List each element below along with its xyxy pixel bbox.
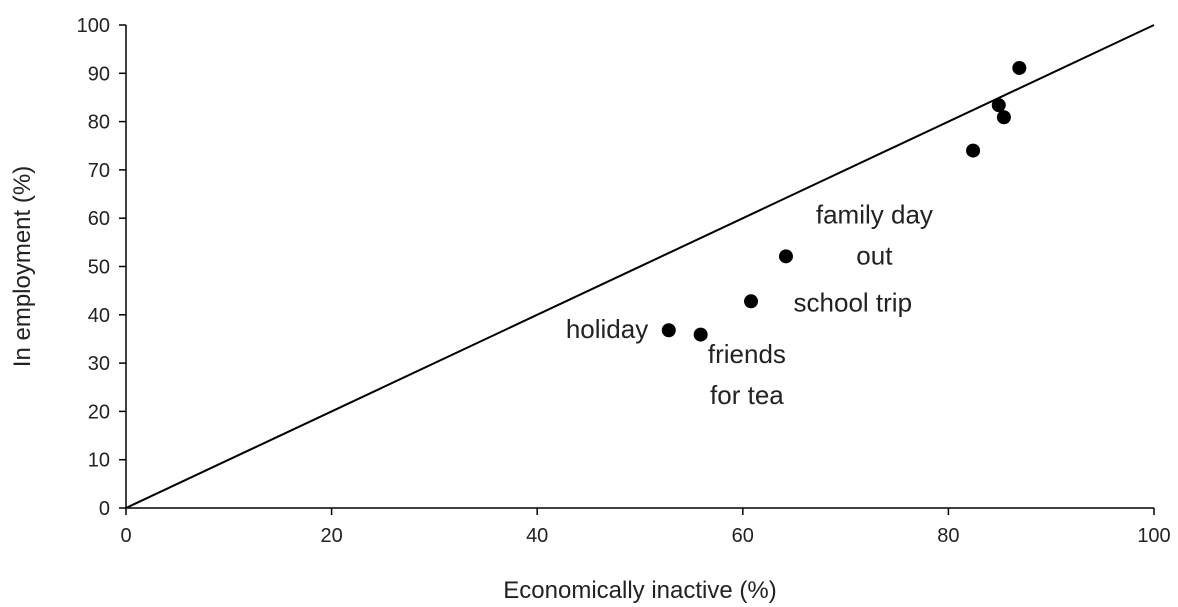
data-point (1012, 60, 1027, 75)
reference-line (125, 24, 1155, 509)
x-tick-label: 0 (120, 525, 131, 547)
data-point (996, 110, 1011, 125)
point-annotation: friends for tea (708, 339, 786, 410)
data-point (693, 327, 708, 342)
y-tick-label: 40 (88, 305, 110, 327)
x-tick-label: 80 (937, 525, 959, 547)
y-tick-label: 100 (77, 15, 110, 37)
y-axis-title: In employment (%) (9, 166, 36, 367)
x-tick-label: 20 (320, 525, 342, 547)
y-tick-label: 70 (88, 160, 110, 182)
annotation-line: holiday (566, 314, 648, 344)
data-point (744, 294, 759, 309)
x-tick-label: 40 (526, 525, 548, 547)
annotation-line: out (856, 241, 893, 271)
y-tick-label: 80 (88, 112, 110, 134)
x-axis-title: Economically inactive (%) (503, 577, 776, 604)
annotation-line: school trip (794, 287, 913, 317)
y-tick-label: 50 (88, 257, 110, 279)
annotation-line: for tea (710, 380, 784, 410)
x-tick-label: 60 (732, 525, 754, 547)
annotations: holiday friends for tea school trip family d… (566, 200, 933, 411)
y-tick-label: 20 (88, 401, 110, 423)
annotation-line: friends (708, 339, 786, 369)
point-annotation: holiday (566, 314, 648, 344)
y-tick-label: 10 (88, 450, 110, 472)
data-point (966, 143, 981, 158)
y-tick-label: 30 (88, 353, 110, 375)
x-ticks: 0 20 40 60 80 100 (120, 508, 1171, 547)
data-points (661, 60, 1027, 342)
x-tick-label: 100 (1137, 525, 1170, 547)
annotation-line: family day (816, 200, 933, 230)
data-point (991, 98, 1006, 113)
point-annotation: family day out (816, 200, 933, 271)
y-tick-label: 0 (99, 498, 110, 520)
point-annotation: school trip (794, 287, 913, 317)
y-tick-label: 90 (88, 63, 110, 85)
data-point (778, 249, 793, 264)
y-tick-label: 60 (88, 208, 110, 230)
data-point (661, 323, 676, 338)
y-ticks: 0 10 20 30 40 50 60 70 80 90 100 (77, 15, 126, 520)
